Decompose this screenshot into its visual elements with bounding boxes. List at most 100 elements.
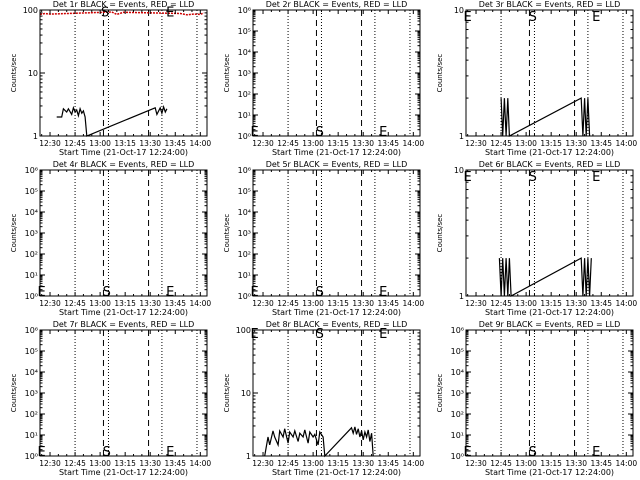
x-tick-label: 14:00 [616, 139, 638, 148]
chart-title: Det 4r BLACK = Events, RED = LLD [53, 160, 195, 169]
plot-frame [465, 9, 634, 137]
x-tick-label: 12:45 [64, 139, 86, 148]
marker-label: E [464, 170, 472, 185]
y-axis-label: Counts/sec [436, 214, 444, 253]
marker-label: S [529, 170, 537, 185]
x-tick-label: 13:00 [515, 459, 537, 468]
x-tick-label: 13:30 [565, 459, 587, 468]
x-tick-label: 13:45 [164, 139, 186, 148]
x-tick-label: 13:00 [302, 299, 324, 308]
y-axis-label: Counts/sec [223, 374, 231, 413]
y-tick-label: 10⁰ [238, 292, 251, 301]
chart-title: Det 1r BLACK = Events, RED = LLD [53, 0, 195, 9]
marker-label: S [103, 285, 111, 300]
x-tick-label: 12:45 [277, 139, 299, 148]
y-tick-label: 10³ [25, 389, 38, 398]
x-tick-label: 12:30 [39, 459, 61, 468]
y-axis-label: Counts/sec [223, 54, 231, 93]
y-tick-label: 10⁵ [238, 187, 251, 196]
plot-frame [39, 169, 208, 297]
y-tick-label: 10 [454, 6, 464, 15]
y-tick-label: 10⁴ [451, 368, 464, 377]
chart-title: Det 8r BLACK = Events, RED = LLD [266, 320, 408, 329]
plot-frame [252, 169, 421, 297]
marker-label: E [38, 445, 46, 460]
plot-frame [39, 9, 208, 137]
x-tick-label: 13:00 [515, 139, 537, 148]
marker-label: S [529, 10, 537, 25]
x-tick-label: 13:15 [114, 139, 136, 148]
y-axis-label: Counts/sec [10, 214, 18, 253]
y-axis-label: Counts/sec [10, 374, 18, 413]
x-tick-label: 12:45 [490, 299, 512, 308]
y-tick-label: 10³ [238, 69, 251, 78]
y-tick-label: 100 [236, 326, 251, 335]
marker-label: S [103, 445, 111, 460]
y-tick-label: 1 [459, 292, 464, 301]
marker-label: E [251, 327, 259, 342]
marker-label: E [166, 445, 174, 460]
chart-title: Det 3r BLACK = Events, RED = LLD [479, 0, 621, 9]
y-tick-label: 1 [459, 132, 464, 141]
y-tick-label: 10² [25, 410, 38, 419]
plot-frame [465, 169, 634, 297]
plot-frame [252, 329, 421, 457]
x-tick-label: 13:15 [540, 459, 562, 468]
x-axis-label: Start Time (21-Oct-17 12:24:00) [59, 148, 188, 157]
x-tick-label: 14:00 [190, 459, 212, 468]
y-tick-label: 10¹ [25, 431, 38, 440]
x-tick-label: 12:45 [64, 459, 86, 468]
x-tick-label: 13:15 [327, 459, 349, 468]
y-tick-label: 10⁶ [25, 166, 38, 175]
x-axis-label: Start Time (21-Oct-17 12:24:00) [272, 468, 401, 477]
marker-label: E [464, 10, 472, 25]
x-tick-label: 12:30 [252, 299, 274, 308]
y-tick-label: 10⁶ [451, 326, 464, 335]
x-tick-label: 12:30 [252, 459, 274, 468]
y-tick-label: 1 [33, 132, 38, 141]
x-axis-label: Start Time (21-Oct-17 12:24:00) [485, 148, 614, 157]
x-tick-label: 13:15 [540, 139, 562, 148]
marker-label: E [379, 285, 387, 300]
y-tick-label: 10² [25, 250, 38, 259]
series-line-1 [264, 426, 374, 458]
x-tick-label: 13:45 [377, 299, 399, 308]
x-tick-label: 13:00 [302, 139, 324, 148]
y-tick-label: 10 [241, 389, 251, 398]
x-tick-label: 13:30 [139, 299, 161, 308]
marker-label: S [529, 445, 537, 460]
x-tick-label: 14:00 [190, 139, 212, 148]
x-tick-label: 14:00 [403, 299, 425, 308]
y-tick-label: 10⁴ [238, 208, 251, 217]
x-tick-label: 13:00 [302, 459, 324, 468]
x-tick-label: 14:00 [190, 299, 212, 308]
y-axis-label: Counts/sec [10, 54, 18, 93]
chart-title: Det 6r BLACK = Events, RED = LLD [479, 160, 621, 169]
y-tick-label: 10⁴ [25, 208, 38, 217]
x-tick-label: 13:30 [352, 459, 374, 468]
x-tick-label: 14:00 [403, 139, 425, 148]
marker-label: E [464, 445, 472, 460]
y-tick-label: 10⁵ [238, 27, 251, 36]
x-tick-label: 13:15 [540, 299, 562, 308]
x-axis-label: Start Time (21-Oct-17 12:24:00) [485, 468, 614, 477]
x-tick-label: 13:30 [565, 139, 587, 148]
x-tick-label: 13:00 [515, 299, 537, 308]
marker-label: E [379, 125, 387, 140]
marker-label: E [379, 327, 387, 342]
y-tick-label: 10¹ [238, 111, 251, 120]
x-tick-label: 12:30 [252, 139, 274, 148]
marker-label: E [592, 445, 600, 460]
x-tick-label: 13:30 [565, 299, 587, 308]
y-tick-label: 10² [238, 250, 251, 259]
plot-frame [39, 329, 208, 457]
x-tick-label: 13:30 [352, 299, 374, 308]
y-tick-label: 10¹ [238, 271, 251, 280]
y-axis-label: Counts/sec [436, 374, 444, 413]
x-tick-label: 13:15 [114, 459, 136, 468]
